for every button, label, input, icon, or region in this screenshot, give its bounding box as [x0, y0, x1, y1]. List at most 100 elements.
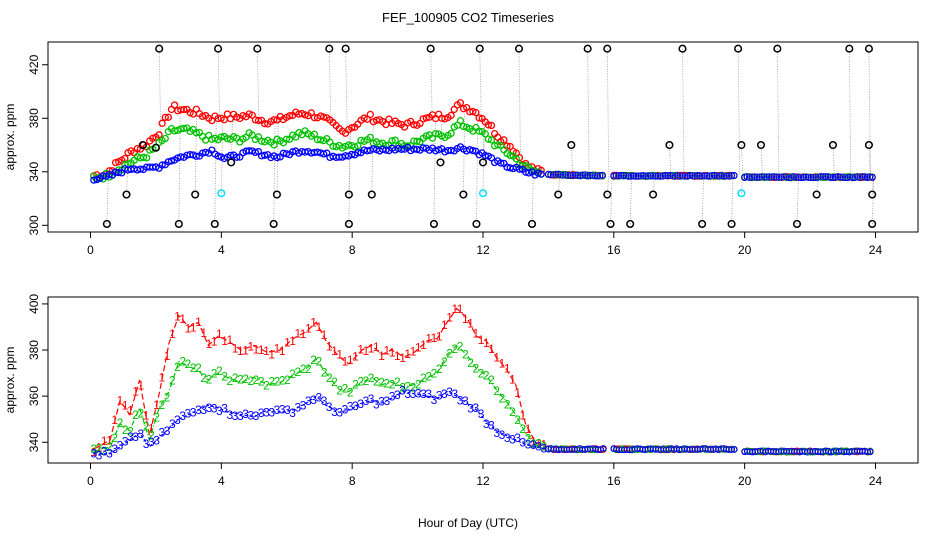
series-1-point	[484, 121, 493, 129]
series-3-marker: 3	[431, 393, 438, 407]
series-2-marker: 2	[347, 385, 354, 399]
series-3-marker: 3	[169, 417, 176, 431]
connector-line	[832, 145, 835, 176]
series-3-point	[201, 148, 210, 157]
series-1-marker: 1	[310, 315, 317, 329]
series-3-point	[369, 145, 378, 153]
outlier-mid-point	[138, 140, 147, 150]
y-tick-label: 340	[27, 161, 41, 181]
series-3-line	[93, 390, 546, 455]
series-1-marker: 1	[242, 343, 249, 357]
series-3-marker: 3	[347, 400, 354, 414]
series-3-marker: 3	[483, 417, 490, 431]
series-3-marker: 3	[117, 439, 124, 453]
series-3-marker: 3	[179, 409, 186, 423]
series-3-marker: 3	[263, 405, 270, 419]
series-1-marker: 1	[446, 310, 453, 324]
series-1-marker: 1	[101, 434, 108, 448]
series-1-marker: 1	[509, 372, 516, 386]
y-tick-label: 300	[27, 215, 41, 235]
series-3-marker: 3	[368, 392, 375, 406]
series-2-marker: 2	[216, 364, 223, 378]
series-2-marker: 2	[253, 373, 260, 387]
series-2-marker: 2	[164, 391, 171, 405]
baseline-point	[807, 173, 815, 182]
series-3-marker: 3	[268, 406, 275, 420]
outlier-high-point	[514, 44, 524, 53]
series-1-marker: 1	[478, 333, 485, 347]
series-3-marker: 3	[190, 406, 197, 420]
series-3-point	[515, 165, 524, 173]
x-tick-label: 0	[87, 243, 94, 257]
baseline-point	[703, 172, 711, 180]
series-2-marker: 2	[289, 367, 296, 381]
series-1-point	[111, 158, 120, 167]
series-1-marker: 1	[106, 433, 113, 447]
series-1-marker: 1	[530, 434, 537, 448]
series-3-marker: 3	[315, 390, 322, 404]
series-2-marker: 2	[499, 391, 506, 405]
baseline-point	[866, 448, 874, 455]
series-1-point	[475, 114, 483, 122]
series-2-marker: 2	[452, 342, 459, 356]
series-2-marker: 2	[179, 355, 186, 369]
series-2-marker: 2	[138, 406, 145, 420]
series-1-point	[447, 111, 455, 120]
series-1-marker: 1	[431, 331, 438, 345]
series-1-point	[301, 111, 309, 119]
series-3-point	[397, 145, 406, 153]
connector-line	[740, 145, 744, 176]
series-1-marker: 1	[227, 333, 234, 347]
baseline-point	[654, 172, 662, 180]
series-2-marker: 2	[399, 381, 406, 395]
series-3-point	[537, 170, 545, 178]
series-2-marker: 2	[520, 422, 527, 436]
series-3-marker: 3	[493, 426, 500, 440]
connector-line	[606, 48, 610, 176]
series-2-marker: 2	[200, 371, 207, 385]
series-2-marker: 2	[315, 354, 322, 368]
series-1-marker: 1	[472, 327, 479, 341]
series-3-marker: 3	[488, 419, 495, 433]
series-1-marker: 1	[169, 327, 176, 341]
series-2-marker: 2	[462, 348, 469, 362]
x-tick-label: 16	[607, 474, 621, 488]
outlier-high-point	[583, 44, 592, 53]
series-2-marker: 2	[268, 375, 275, 389]
baseline-point	[644, 172, 652, 180]
series-1-point	[161, 113, 169, 122]
connector-line	[629, 175, 633, 224]
series-1-marker: 1	[352, 349, 359, 363]
series-1-point	[506, 142, 514, 151]
outlier-low-point	[698, 219, 707, 229]
y-tick-label: 400	[27, 294, 41, 314]
baseline-point	[868, 173, 876, 181]
series-1-marker: 1	[488, 342, 495, 356]
series-2-point	[310, 130, 319, 138]
series-1-point	[459, 105, 468, 113]
series-2-marker: 2	[247, 374, 254, 388]
series-1-point	[435, 110, 443, 118]
series-2-marker: 2	[211, 367, 218, 381]
series-1-marker: 1	[148, 422, 155, 436]
series-1-marker: 1	[336, 348, 343, 362]
series-3-point	[534, 169, 542, 177]
series-1-marker: 1	[373, 340, 380, 354]
outlier-high-point	[214, 44, 223, 53]
connector-line	[518, 48, 521, 157]
connector-line	[868, 48, 871, 176]
series-2-point	[391, 136, 399, 144]
series-1-marker: 1	[211, 335, 218, 349]
series-2-point	[161, 134, 169, 143]
series-3-marker: 3	[383, 394, 390, 408]
series-3-point	[105, 170, 113, 179]
outlier-mid-point	[737, 140, 746, 150]
connector-line	[479, 48, 482, 116]
x-tick-label: 16	[607, 243, 621, 257]
series-2-point	[494, 141, 502, 149]
baseline-point	[666, 172, 674, 180]
baseline-point	[772, 173, 781, 181]
series-2-marker: 2	[504, 398, 511, 412]
series-2-marker: 2	[535, 436, 542, 450]
series-1-marker: 1	[383, 344, 390, 358]
